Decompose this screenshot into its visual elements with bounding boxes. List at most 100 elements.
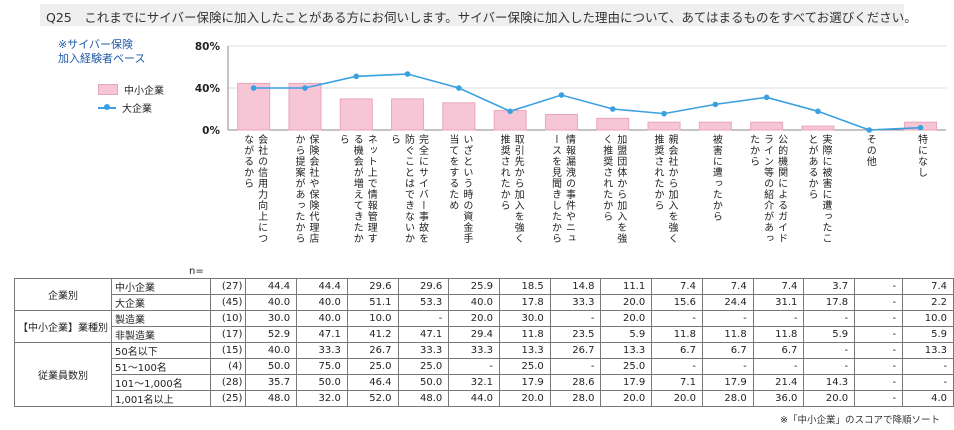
table-cell: 29.4: [448, 326, 501, 343]
table-cell: -: [902, 358, 954, 375]
group-label: 従業員数別: [14, 342, 112, 407]
table-cell: 5.9: [803, 326, 856, 343]
line-point: [712, 101, 719, 108]
table-cell: -: [701, 358, 754, 375]
table-cell: 33.3: [397, 342, 450, 359]
category-label: いざという時の資金手 当てをするため: [446, 134, 472, 244]
table-cell: 28.0: [549, 390, 602, 407]
question-text: Q25 これまでにサイバー保険に加入したことがある方にお伺いします。サイバー保険…: [46, 10, 917, 25]
table-cell: 28.6: [549, 374, 602, 391]
row-n: (17): [209, 326, 247, 343]
row-label: 1,001名以上: [111, 390, 211, 407]
legend-item-large: 大企業: [98, 98, 190, 116]
table-cell: -: [854, 294, 904, 311]
line-point: [866, 127, 873, 133]
table-cell: -: [854, 358, 904, 375]
table-row: 【中小企業】業種別 製造業 (10) 30.0 40.0 10.0-20.0 30.0-20…: [14, 310, 954, 343]
row-n: (15): [209, 342, 247, 359]
line-point: [763, 94, 770, 101]
bar: [750, 121, 784, 131]
series-line: [253, 73, 921, 131]
table-cell: 33.3: [549, 294, 602, 311]
table-cell: 7.1: [651, 374, 703, 391]
table-cell: 26.7: [346, 342, 399, 359]
row-label: 製造業: [111, 310, 211, 327]
table-cell: 17.8: [499, 294, 551, 311]
table-cell: 40.0: [296, 310, 348, 327]
table-cell: 14.3: [803, 374, 856, 391]
table-cell: -: [854, 390, 904, 407]
category-label: 親会社から加入を強く 推奨されたから: [652, 134, 678, 244]
table-cell: 7.4: [651, 278, 703, 295]
bar: [288, 82, 322, 131]
row-n: (25): [209, 390, 247, 407]
row-label: 101～1,000名: [111, 374, 211, 391]
table-row: 101～1,000名 (28) 35.7 50.0 46.4 50.0 32.1 17.9 28…: [15, 374, 954, 391]
table-row: 企業別 中小企業 (27) 44.4 44.4 29.6 29.6 25.9 18.5 14.8 1…: [14, 278, 954, 311]
bar: [339, 98, 373, 131]
line-point: [815, 108, 821, 115]
table-cell: 11.1: [600, 278, 653, 295]
table-cell: 20.0: [651, 390, 703, 407]
row-label: 50名以下: [111, 342, 211, 359]
line-point: [456, 85, 462, 91]
n-label: n=: [189, 266, 204, 277]
table-cell: 26.7: [549, 342, 602, 359]
table-cell: 11.8: [701, 326, 754, 343]
table-cell: 5.9: [902, 326, 954, 343]
legend-swatch-line: [98, 103, 116, 112]
line-point: [661, 110, 667, 117]
line-point: [917, 124, 924, 131]
table-cell: 25.0: [346, 358, 399, 375]
legend-item-sme: 中小企業: [98, 80, 190, 98]
bar: [801, 125, 835, 131]
table-cell: 11.8: [651, 326, 703, 343]
table-cell: 48.0: [245, 390, 298, 407]
table-row: 従業員数別 50名以下 (15) 40.0 33.3 26.7 33.3 33.3 13.3 26…: [14, 342, 954, 407]
table-cell: 53.3: [397, 294, 450, 311]
row-label: 51～100名: [111, 358, 211, 375]
line-point: [353, 73, 360, 80]
table-cell: 24.4: [701, 294, 754, 311]
table-cell: 40.0: [448, 294, 501, 311]
table-cell: 41.2: [346, 326, 399, 343]
table-row: 大企業 (45) 40.0 40.0 51.1 53.3 40.0 17.8 33.3 20.0 1…: [15, 294, 954, 311]
bar: [391, 98, 425, 131]
table-cell: 44.0: [448, 390, 501, 407]
row-n: (4): [209, 358, 247, 375]
table-cell: 20.0: [600, 294, 653, 311]
table-cell: 44.4: [245, 278, 298, 295]
table-cell: -: [803, 358, 856, 375]
table-cell: 20.0: [803, 390, 856, 407]
y-tick-label: 80%: [195, 41, 221, 53]
category-label: 会社の信用力向上につ ながるから: [241, 134, 267, 244]
table-cell: 10.0: [346, 310, 399, 327]
table-cell: 7.4: [752, 278, 805, 295]
table-cell: -: [701, 310, 754, 327]
category-label: ネット上で情報管理す る機会が増えてきたか ら: [337, 134, 377, 244]
category-label: その他: [864, 134, 876, 167]
table-cell: 32.0: [296, 390, 348, 407]
table-cell: 20.0: [600, 390, 653, 407]
table-cell: 29.6: [346, 278, 399, 295]
table-cell: 13.3: [902, 342, 954, 359]
table-cell: 50.0: [245, 358, 298, 375]
table-cell: 25.9: [448, 278, 501, 295]
table-cell: 20.0: [600, 310, 653, 327]
table-cell: 75.0: [296, 358, 348, 375]
line-point: [250, 85, 257, 91]
table-cell: 30.0: [245, 310, 298, 327]
table-cell: 20.0: [448, 310, 501, 327]
table-cell: 17.9: [701, 374, 754, 391]
table-cell: -: [854, 326, 904, 343]
table-cell: 21.4: [752, 374, 805, 391]
table-cell: 11.8: [752, 326, 805, 343]
base-note: ※サイバー保険 加入経験者ベース: [58, 38, 146, 65]
table-cell: 40.0: [296, 294, 348, 311]
table-cell: 52.0: [346, 390, 399, 407]
table-cell: 48.0: [397, 390, 450, 407]
table-cell: 36.0: [752, 390, 805, 407]
table-cell: 46.4: [346, 374, 399, 391]
table-cell: 14.8: [549, 278, 602, 295]
